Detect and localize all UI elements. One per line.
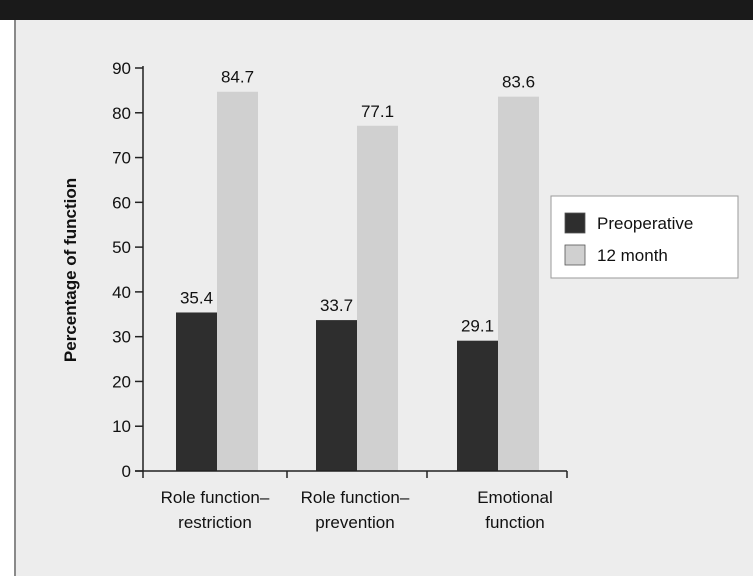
legend-box — [550, 195, 739, 279]
left-margin-strip — [0, 20, 14, 576]
y-tick-label: 90 — [112, 59, 131, 78]
legend-entry: 12 month — [597, 246, 668, 265]
x-axis: Role function– restriction Role function– p… — [135, 470, 568, 532]
legend: Preoperative 12 month — [550, 195, 739, 279]
data-label: 35.4 — [180, 288, 213, 307]
bar-preoperative — [176, 312, 217, 471]
data-label: 84.7 — [221, 68, 254, 87]
x-tick-label: Emotional — [477, 488, 553, 507]
bar-12-month — [498, 96, 539, 471]
data-label: 83.6 — [502, 73, 535, 92]
legend-swatch — [564, 244, 586, 266]
x-tick-label: prevention — [315, 513, 394, 532]
bar-preoperative — [316, 320, 357, 471]
data-label: 33.7 — [320, 296, 353, 315]
y-axis: 0 10 20 30 40 50 60 70 80 90 — [112, 59, 144, 481]
y-tick-label: 0 — [122, 462, 131, 481]
x-tick-label: Role function– — [301, 488, 410, 507]
legend-swatch — [564, 212, 586, 234]
y-tick-label: 10 — [112, 417, 131, 436]
data-labels: 35.4 33.7 29.1 84.7 77.1 83.6 — [180, 68, 535, 336]
y-tick-label: 20 — [112, 372, 131, 391]
y-tick-label: 40 — [112, 283, 131, 302]
bar-preoperative — [457, 340, 498, 471]
x-tick-label: function — [485, 513, 545, 532]
legend-entry: Preoperative — [597, 214, 693, 233]
x-tick-label: restriction — [178, 513, 252, 532]
bar-12-month — [217, 91, 258, 471]
y-tick-label: 60 — [112, 193, 131, 212]
data-label: 77.1 — [361, 102, 394, 121]
y-tick-label: 70 — [112, 149, 131, 168]
bars — [176, 91, 539, 471]
y-tick-label: 80 — [112, 104, 131, 123]
data-label: 29.1 — [461, 317, 494, 336]
y-tick-label: 30 — [112, 328, 131, 347]
y-tick-label: 50 — [112, 238, 131, 257]
x-tick-label: Role function– — [161, 488, 270, 507]
y-axis-label: Percentage of function — [61, 178, 80, 362]
top-dark-band — [0, 0, 753, 20]
bar-12-month — [357, 125, 398, 471]
